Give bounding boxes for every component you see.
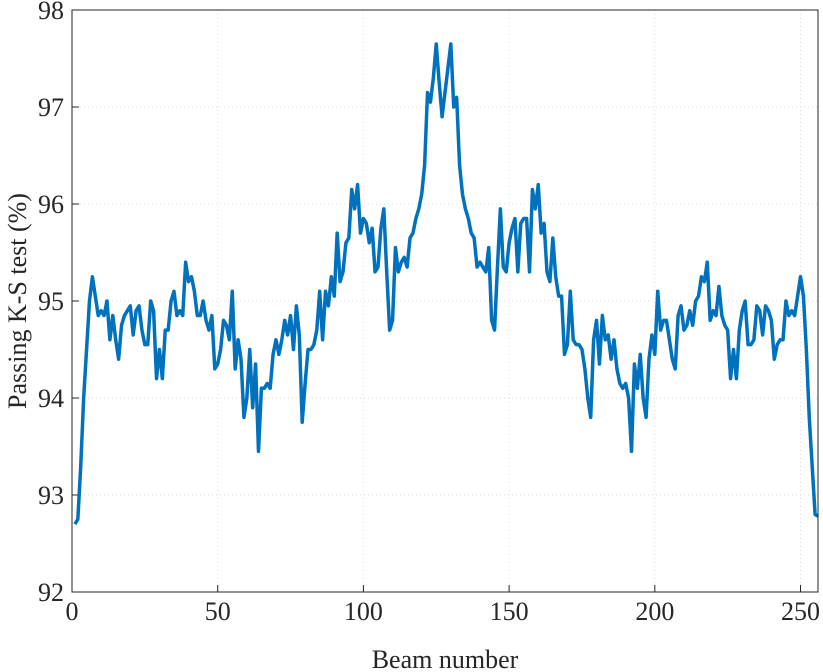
data-line	[73, 42, 819, 526]
x-tick-label: 150	[490, 597, 529, 626]
y-tick-label: 98	[38, 0, 64, 25]
y-tick-label: 97	[38, 93, 64, 122]
y-tick-label: 93	[38, 481, 64, 510]
y-tick-label: 92	[38, 578, 64, 607]
y-tick-label: 96	[38, 190, 64, 219]
x-tick-label: 50	[205, 597, 231, 626]
x-axis-label: Beam number	[372, 645, 519, 672]
x-tick-label: 250	[781, 597, 820, 626]
y-tick-label: 95	[38, 287, 64, 316]
x-tick-label: 0	[66, 597, 79, 626]
x-tick-label: 100	[344, 597, 383, 626]
y-axis-label: Passing K-S test (%)	[3, 193, 32, 409]
x-tick-label: 200	[635, 597, 674, 626]
plot-frame	[71, 9, 819, 593]
y-tick-label: 94	[38, 384, 64, 413]
